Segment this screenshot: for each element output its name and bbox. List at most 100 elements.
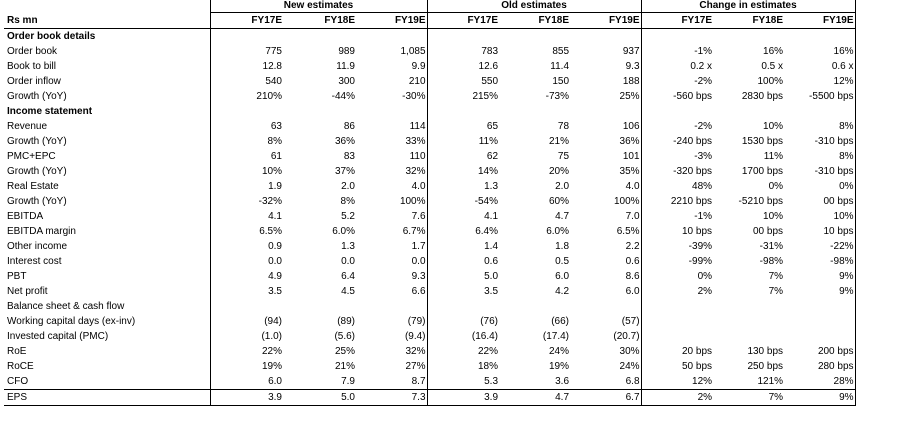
table-cell: 4.0	[570, 179, 642, 194]
table-cell: 0.6	[484, 256, 499, 267]
row-label: EBITDA	[7, 211, 44, 222]
table-cell: 21%	[549, 136, 570, 147]
table-cell: 11%	[763, 151, 784, 162]
group-header-row: New estimates Old estimates Change in es…	[4, 0, 856, 13]
table-cell: 0%	[697, 271, 713, 282]
table-cell: 3.9	[209, 389, 283, 406]
table-cell: 16%	[763, 46, 784, 57]
table-cell: 1.9	[209, 179, 283, 194]
table-cell: 540	[209, 74, 283, 89]
table-cell: 0%	[768, 181, 784, 192]
year-header: FY19E	[570, 12, 642, 29]
table-cell: 6.5%	[209, 224, 283, 239]
table-cell: -310 bps	[784, 164, 856, 179]
table-cell: (89)	[337, 316, 355, 327]
table-cell: 7%	[768, 271, 784, 282]
table-row: Order inflow 540 300 210 550 150 188 -2% 100% 12%	[4, 74, 856, 89]
table-cell: 0.0	[356, 254, 428, 269]
table-cell: -2%	[694, 121, 713, 132]
table-cell	[784, 28, 856, 44]
table-cell	[713, 104, 784, 119]
section-heading: Income statement	[7, 106, 93, 117]
table-cell: -32%	[209, 194, 283, 209]
table-cell	[209, 299, 283, 314]
table-cell: (66)	[551, 316, 570, 327]
table-row: EBITDA 4.1 5.2 7.6 4.1 4.7 7.0 -1% 10% 10%	[4, 209, 856, 224]
table-cell: 210	[356, 74, 428, 89]
table-cell: 21%	[334, 361, 355, 372]
table-cell: 78	[557, 121, 570, 132]
table-cell: 00 bps	[784, 194, 856, 209]
section-row: Income statement	[4, 104, 856, 119]
row-label: PMC+EPC	[7, 151, 56, 162]
row-label: Working capital days (ex-inv)	[7, 316, 136, 327]
section-row: Balance sheet & cash flow	[4, 299, 856, 314]
table-cell: 18%	[478, 361, 499, 372]
table-cell: (1.0)	[209, 329, 283, 344]
table-cell: 0.6 x	[784, 59, 856, 74]
table-cell: 8%	[784, 149, 856, 164]
table-cell: 10 bps	[784, 224, 856, 239]
table-cell	[499, 29, 570, 45]
table-cell: 60%	[549, 196, 570, 207]
table-cell	[713, 29, 784, 45]
table-cell: 32%	[356, 344, 428, 359]
table-cell	[713, 299, 784, 314]
table-cell: 9%	[784, 389, 856, 406]
table-cell: 6.6	[356, 284, 428, 299]
table-cell: 6.8	[570, 374, 642, 390]
row-label: Growth (YoY)	[7, 166, 67, 177]
table-cell: 12%	[692, 376, 713, 387]
table-cell: 100%	[356, 194, 428, 209]
table-cell: 130 bps	[747, 346, 784, 357]
group-change-in-estimates: Change in estimates	[641, 0, 856, 13]
table-cell: -31%	[759, 241, 784, 252]
table-cell: 775	[209, 44, 283, 59]
row-label: Real Estate	[7, 181, 59, 192]
table-cell: -3%	[694, 151, 713, 162]
table-row: Growth (YoY) -32% 8% 100% -54% 60% 100% 2210 bp…	[4, 194, 856, 209]
table-cell: 2.0	[555, 181, 570, 192]
table-cell: 24%	[570, 359, 642, 374]
table-row: PMC+EPC 61 83 110 62 75 101 -3% 11% 8%	[4, 149, 856, 164]
table-cell: 2%	[641, 389, 714, 406]
table-row: EPS 3.9 5.0 7.3 3.9 4.7 6.7 2% 7% 9%	[4, 389, 856, 406]
table-cell: 121%	[757, 376, 784, 387]
table-cell: 200 bps	[784, 344, 856, 359]
table-cell: -98%	[759, 256, 784, 267]
row-label: PBT	[7, 271, 27, 282]
year-header-row: Rs mn FY17E FY18E FY19E FY17E FY18E FY19…	[4, 12, 856, 29]
group-old-estimates: Old estimates	[427, 0, 642, 13]
table-cell: 6.0%	[332, 226, 355, 237]
table-cell: 100%	[757, 76, 784, 87]
table-cell: -73%	[545, 91, 570, 102]
table-cell: (79)	[356, 314, 428, 329]
table-cell: 1.4	[484, 241, 499, 252]
table-cell: -54%	[474, 196, 499, 207]
row-label: Order book	[7, 46, 58, 57]
year-header: FY17E	[427, 12, 500, 29]
table-cell: 9%	[784, 284, 856, 299]
table-cell: 4.1	[484, 211, 499, 222]
row-label: Revenue	[7, 121, 48, 132]
table-cell: 8%	[784, 119, 856, 134]
table-cell	[641, 314, 713, 329]
table-cell: 4.7	[555, 211, 570, 222]
row-label: Growth (YoY)	[7, 91, 67, 102]
table-cell: 9.9	[356, 59, 428, 74]
table-cell: -5210 bps	[738, 196, 784, 207]
table-cell: 101	[570, 149, 642, 164]
table-cell: 188	[570, 74, 642, 89]
table-cell: 2%	[697, 286, 713, 297]
section-heading: Order book details	[7, 31, 96, 42]
table-cell: 0.0	[209, 254, 283, 269]
row-label: CFO	[7, 376, 29, 387]
section-row: Order book details	[4, 28, 856, 45]
table-cell: 37%	[334, 166, 355, 177]
table-cell: (57)	[570, 314, 642, 329]
table-cell: 300	[338, 76, 355, 87]
table-cell: 937	[570, 44, 642, 59]
table-cell: 27%	[356, 359, 428, 374]
table-cell: 1.3	[341, 241, 355, 252]
